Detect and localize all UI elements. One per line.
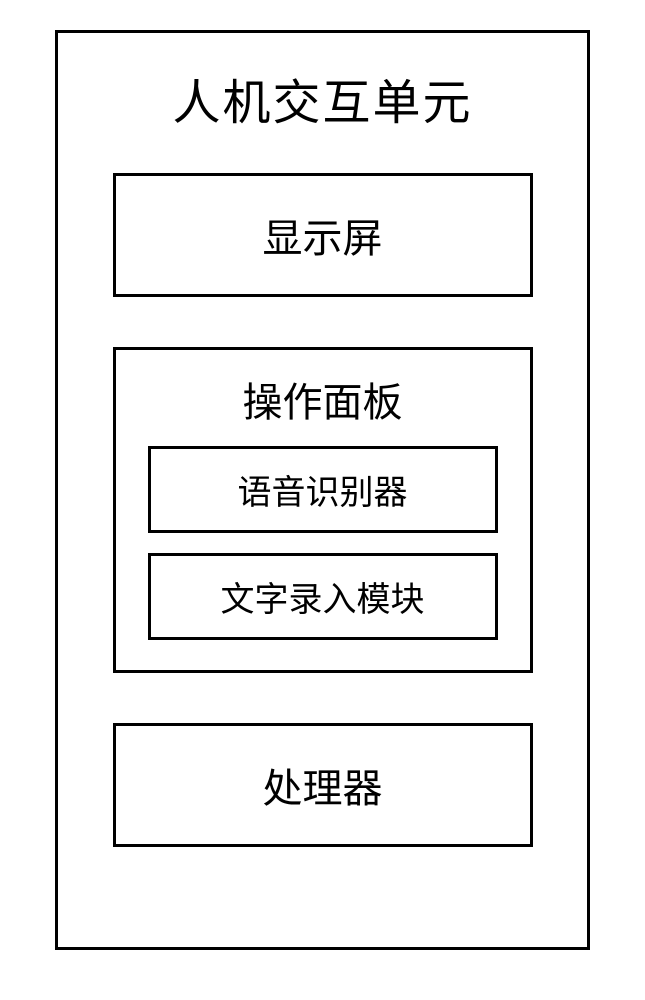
operation-panel-block: 操作面板 语音识别器 文字录入模块 bbox=[113, 347, 533, 673]
display-label: 显示屏 bbox=[263, 206, 383, 264]
main-title: 人机交互单元 bbox=[172, 63, 472, 133]
hci-unit-container: 人机交互单元 显示屏 操作面板 语音识别器 文字录入模块 处理器 bbox=[55, 30, 590, 950]
processor-block: 处理器 bbox=[113, 723, 533, 847]
operation-panel-title: 操作面板 bbox=[243, 370, 403, 428]
voice-recognizer-label: 语音识别器 bbox=[238, 465, 408, 514]
text-input-module-block: 文字录入模块 bbox=[148, 553, 498, 640]
display-block: 显示屏 bbox=[113, 173, 533, 297]
text-input-module-label: 文字录入模块 bbox=[221, 572, 425, 621]
processor-label: 处理器 bbox=[263, 756, 383, 814]
voice-recognizer-block: 语音识别器 bbox=[148, 446, 498, 533]
